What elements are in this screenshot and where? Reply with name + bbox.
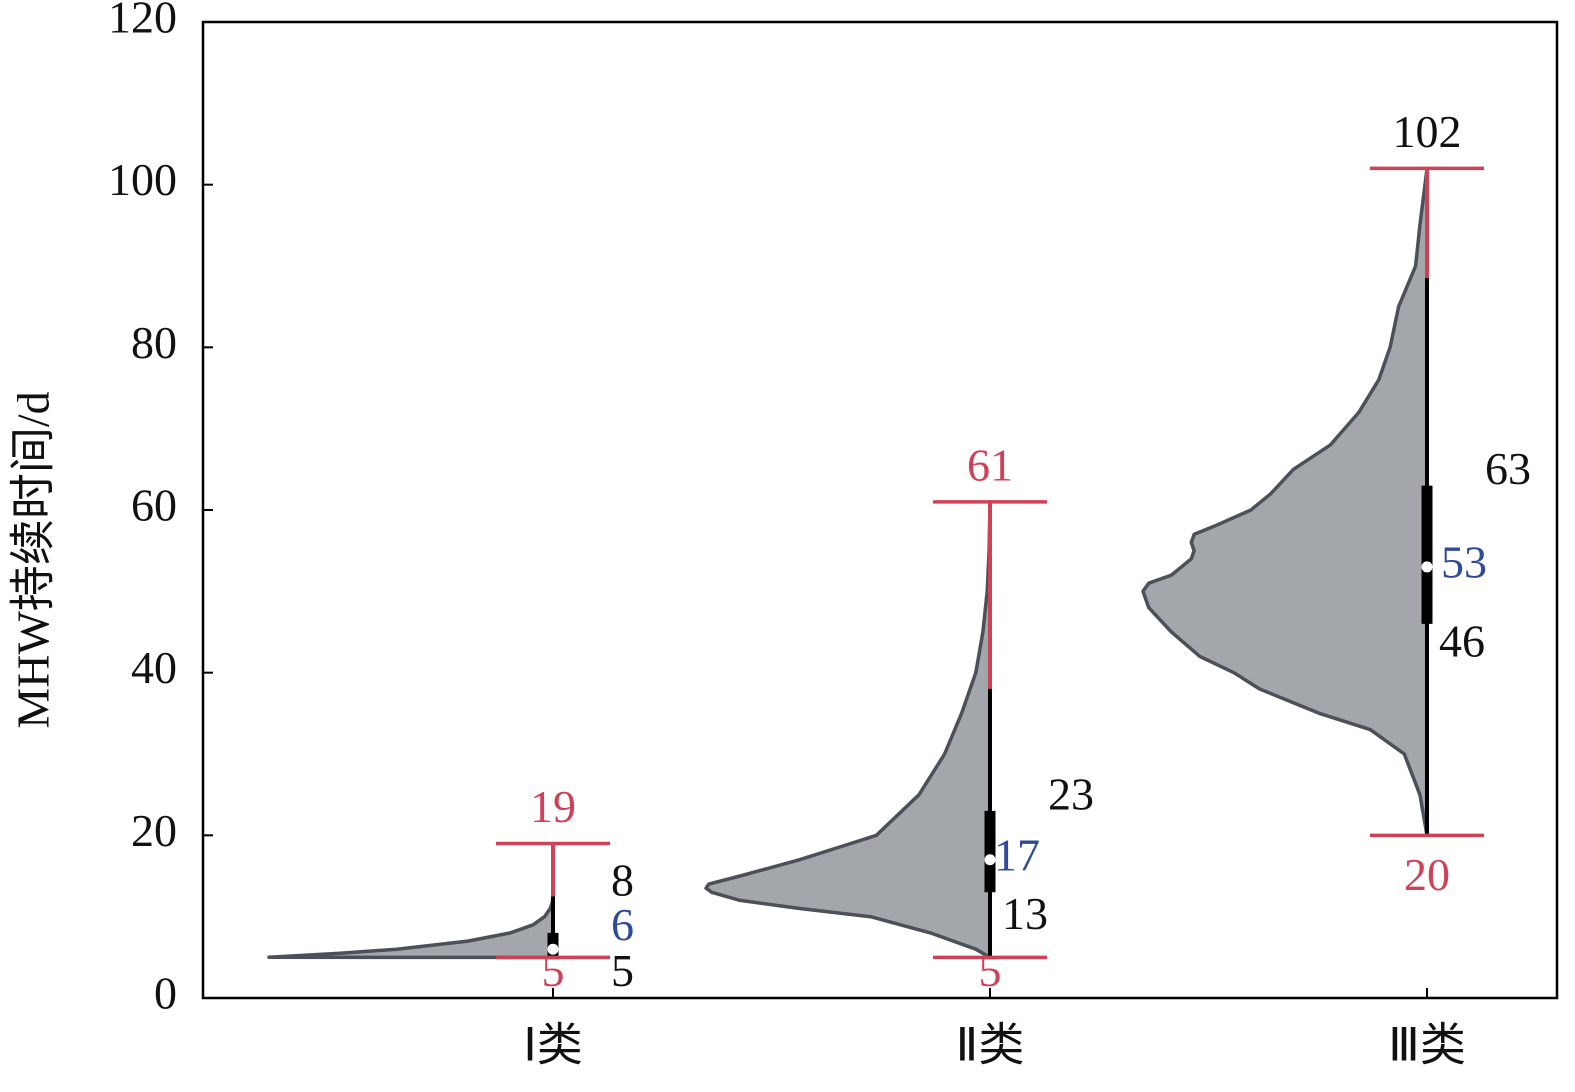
max-label: 61: [967, 439, 1013, 490]
y-tick-label: 100: [108, 154, 177, 205]
violin: [1141, 166, 1429, 838]
q1-label: 5: [611, 945, 634, 996]
x-tick-label: Ⅱ类: [956, 1020, 1025, 1071]
q3-label: 63: [1485, 443, 1531, 494]
min-label: 5: [979, 945, 1002, 996]
median: [1421, 561, 1433, 573]
q1-label: 46: [1439, 615, 1485, 666]
q3-label: 8: [611, 854, 634, 905]
median-label: 17: [994, 829, 1040, 880]
y-tick-label: 80: [131, 317, 177, 368]
violin: [704, 500, 992, 960]
median-label: 6: [611, 899, 634, 950]
median: [547, 943, 559, 955]
max-label: 19: [530, 781, 576, 832]
y-tick-label: 20: [131, 805, 177, 856]
min-label: 5: [542, 945, 565, 996]
q3-label: 23: [1048, 768, 1094, 819]
q1-label: 13: [1002, 888, 1048, 939]
median-label: 53: [1441, 536, 1487, 587]
y-tick-label: 120: [108, 0, 177, 43]
x-tick-label: Ⅰ类: [523, 1020, 583, 1071]
median: [984, 854, 996, 866]
max-label: 102: [1393, 106, 1462, 157]
y-tick-label: 40: [131, 642, 177, 693]
min-label: 20: [1404, 849, 1450, 900]
violin: [267, 898, 555, 960]
plot-frame: [201, 20, 1559, 1000]
x-tick-label: Ⅲ类: [1388, 1020, 1466, 1071]
y-tick-label: 0: [154, 968, 177, 1019]
y-axis-label: MHW持续时间/d: [8, 391, 59, 728]
y-tick-label: 60: [131, 480, 177, 531]
